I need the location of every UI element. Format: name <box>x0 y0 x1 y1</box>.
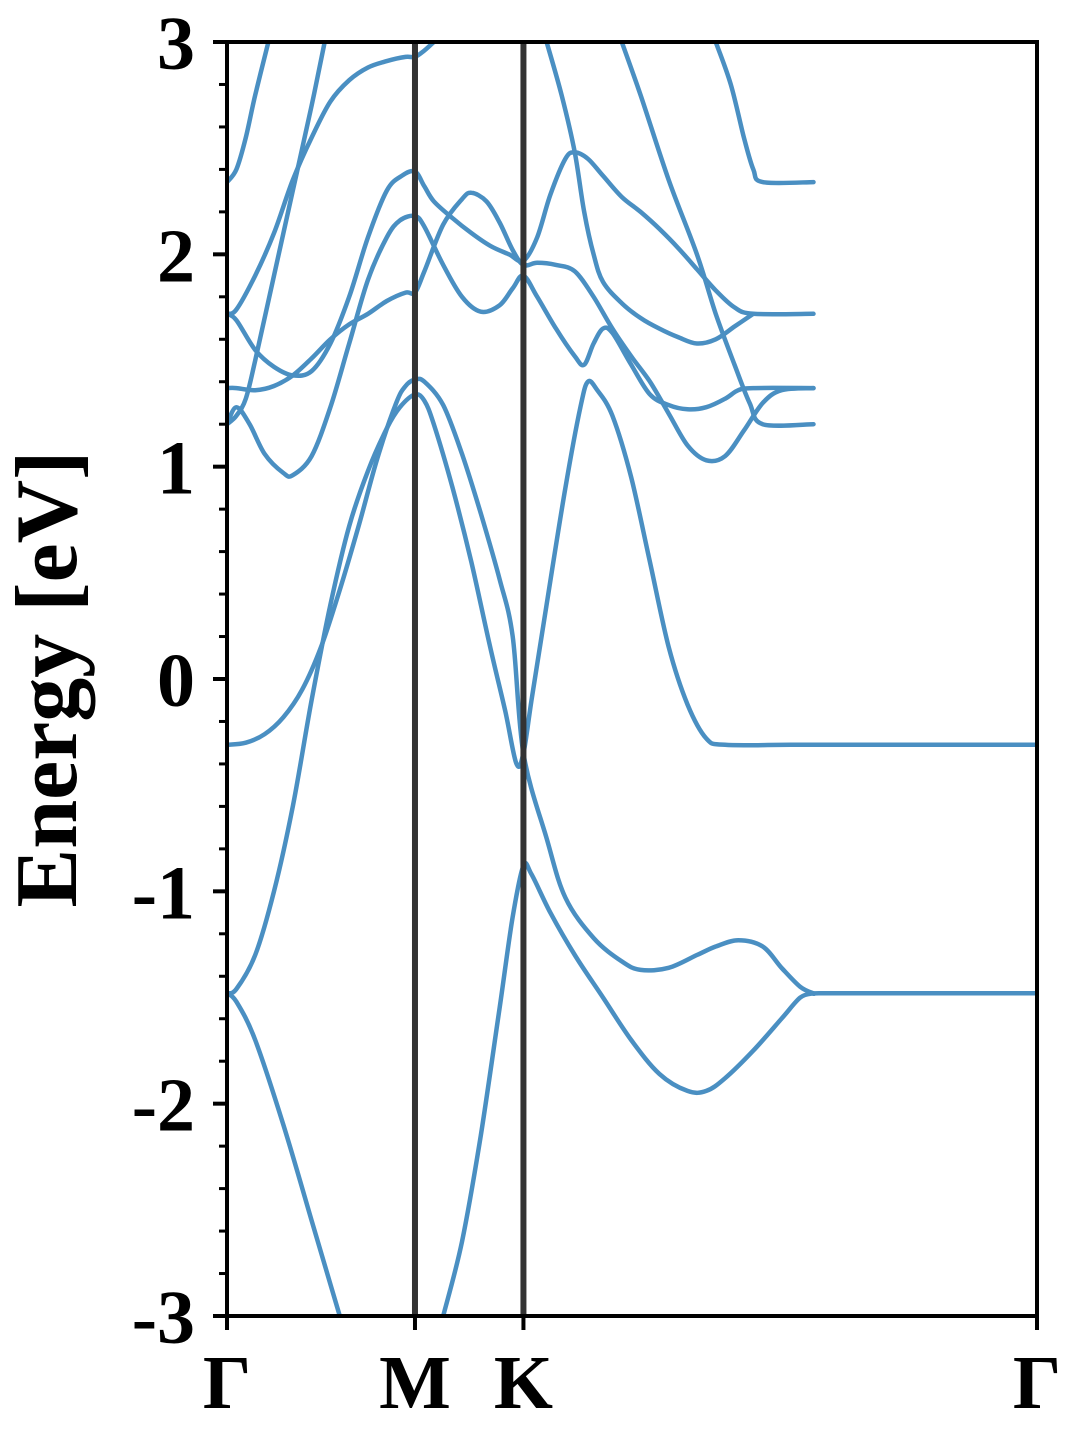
y-axis-ticks: 3 2 1 0 -1 -2 -3 <box>132 2 227 1360</box>
band-line-4 <box>440 860 816 1316</box>
band-lines <box>227 42 1037 1316</box>
y-tick-label: 3 <box>157 2 195 86</box>
band-line-13 <box>713 42 816 186</box>
band-line-5 <box>227 42 327 427</box>
x-tick-label: K <box>494 1341 553 1425</box>
y-tick-label: -2 <box>132 1064 195 1148</box>
plot-frame <box>225 40 1039 1318</box>
y-tick-label: -3 <box>132 1276 195 1360</box>
band-line-6 <box>227 213 816 479</box>
band-line-1 <box>227 376 1037 996</box>
y-tick-label: 1 <box>157 427 195 511</box>
y-tick-label: 0 <box>157 639 195 723</box>
x-tick-label: Γ <box>1013 1341 1061 1425</box>
band-line-11 <box>544 42 756 346</box>
x-tick-label: M <box>379 1341 451 1425</box>
y-tick-label: -1 <box>132 851 195 935</box>
band-line-2 <box>227 378 1037 996</box>
band-line-8 <box>227 150 816 379</box>
x-tick-label: Γ <box>203 1341 251 1425</box>
y-axis-label: Energy [eV] <box>0 451 96 908</box>
band-line-10 <box>227 42 271 185</box>
y-tick-label: 2 <box>157 214 195 298</box>
band-line-7 <box>227 190 816 464</box>
high-symmetry-lines <box>411 42 527 1316</box>
band-line-3 <box>227 991 343 1316</box>
band-line-12 <box>619 42 816 428</box>
